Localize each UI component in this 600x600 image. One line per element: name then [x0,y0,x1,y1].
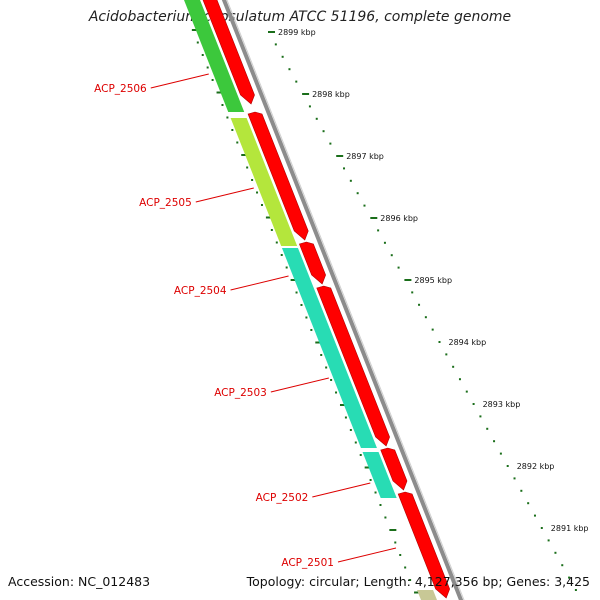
cds-arrow-2 [247,111,309,241]
kbp-tick-label: 2897 kbp [346,152,384,161]
gene-label-layer: ACP_2506 ACP_2505 ACP_2504 ACP_2503 ACP_2502… [94,73,397,569]
gene-leader-line [337,547,397,563]
cds-arrow-6 [397,491,450,599]
gene-leader-line [312,482,371,498]
gene-leader-line [150,73,209,89]
kbp-tick-label: 2894 kbp [449,338,487,347]
kbp-tick-label: 2899 kbp [278,28,316,37]
cds-arrow-5 [380,447,408,491]
gene-label-acp_2502: ACP_2502 [256,492,309,504]
cog-color-ring [184,0,437,600]
kbp-tick-label: 2895 kbp [414,276,452,285]
cog-segment-1 [184,0,245,112]
cds-arrow-1 [202,0,255,105]
kbp-tick-label: 2893 kbp [483,400,521,409]
gene-label-acp_2504: ACP_2504 [174,285,227,297]
gene-label-acp_2501: ACP_2501 [281,557,334,569]
backbone-line [221,0,464,600]
cog-segment-5 [417,590,437,600]
kbp-tick-label: 2891 kbp [551,524,589,533]
gene-leader-line [230,275,289,291]
cog-segment-4 [362,452,397,498]
cds-arrow-3 [298,241,326,285]
kbp-tick-label: 2898 kbp [312,90,350,99]
gene-label-acp_2505: ACP_2505 [139,197,192,209]
cds-arrow-4 [316,285,390,447]
backbone-highlight [226,0,465,600]
cog-segment-3 [281,248,377,448]
backbone-ring [221,0,465,600]
kbp-tick-ring: 2899 kbp 2898 kbp 2897 kbp 2896 kbp 2895 kbp… [191,28,589,594]
genome-summary: Topology: circular; Length: 4,127,356 bp… [246,574,590,589]
accession-label: Accession: NC_012483 [8,574,151,589]
cog-segment-2 [230,118,298,246]
cds-forward-ring [202,0,450,599]
gene-label-acp_2503: ACP_2503 [214,387,267,399]
gene-label-acp_2506: ACP_2506 [94,83,147,95]
gene-leader-line [195,187,254,203]
kbp-tick-label: 2892 kbp [517,462,555,471]
gene-leader-line [270,377,329,393]
kbp-tick-label: 2896 kbp [380,214,418,223]
